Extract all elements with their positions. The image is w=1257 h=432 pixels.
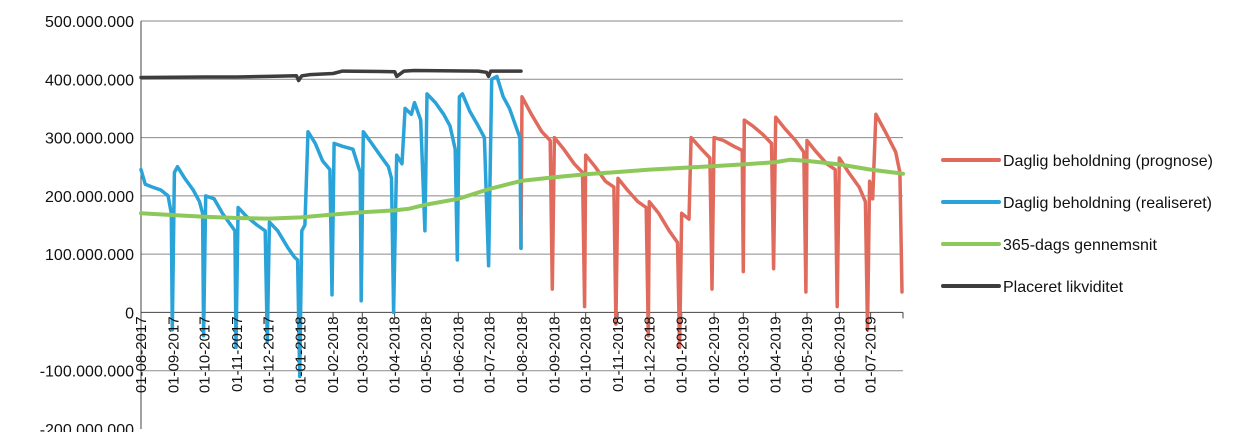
x-tick-label: 01-06-2019 (831, 316, 848, 393)
x-tick-label: 01-06-2018 (450, 316, 467, 393)
y-tick-label: 100.000.000 (45, 247, 134, 264)
x-tick-label: 01-02-2019 (706, 316, 723, 393)
x-tick-labels: 01-08-2017 01-09-2017 01-10-2017 01-11-2017… (133, 316, 880, 393)
y-tick-label: 500.000.000 (45, 14, 134, 31)
y-tick-label: 300.000.000 (45, 131, 134, 148)
x-tick-label: 01-10-2017 (197, 316, 214, 393)
x-tick-label: 01-11-2018 (610, 316, 627, 392)
x-tick-label: 01-10-2018 (578, 316, 595, 393)
legend-entry: Daglig beholdning (realiseret) (943, 195, 1212, 212)
x-tick-label: 01-09-2017 (165, 316, 182, 393)
legend-entry: 365-dags gennemsnit (943, 237, 1157, 254)
legend-entry: Placeret likviditet (943, 279, 1124, 296)
y-tick-label: -100.000.000 (40, 364, 134, 381)
x-tick-label: 01-12-2017 (260, 316, 277, 393)
x-tick-label: 01-08-2018 (514, 316, 531, 393)
y-tick-label: 200.000.000 (45, 189, 134, 206)
x-tick-label: 01-01-2019 (674, 316, 691, 393)
legend-label: Placeret likviditet (1003, 279, 1124, 296)
legend-label: Daglig beholdning (prognose) (1003, 153, 1213, 170)
x-tick-label: 01-12-2018 (641, 316, 658, 393)
x-tick-label: 01-01-2018 (293, 316, 310, 393)
y-tick-label: -200.000.000 (40, 422, 134, 432)
legend-entry: Daglig beholdning (prognose) (943, 153, 1213, 170)
x-tick-label: 01-03-2018 (354, 316, 371, 393)
x-tick-label: 01-11-2017 (229, 316, 246, 392)
series-line-1 (521, 97, 902, 348)
x-tick-label: 01-07-2019 (863, 316, 880, 393)
y-tick-label: 400.000.000 (45, 72, 134, 89)
x-tick-label: 01-02-2018 (325, 316, 342, 393)
x-tick-label: 01-05-2019 (799, 316, 816, 393)
x-tick-label: 01-05-2018 (418, 316, 435, 393)
x-tick-label: 01-08-2017 (133, 316, 150, 393)
x-tick-label: 01-04-2019 (768, 316, 785, 393)
x-tick-label: 01-03-2019 (735, 316, 752, 393)
legend-label: 365-dags gennemsnit (1003, 237, 1157, 254)
legend-label: Daglig beholdning (realiseret) (1003, 195, 1212, 212)
y-tick-labels: 500.000.000 400.000.000 300.000.000 200.000… (40, 14, 134, 432)
x-tick-label: 01-07-2018 (482, 316, 499, 393)
x-tick-label: 01-04-2018 (387, 316, 404, 393)
x-tick-label: 01-09-2018 (546, 316, 563, 393)
legend: Daglig beholdning (prognose) Daglig behol… (943, 153, 1213, 296)
